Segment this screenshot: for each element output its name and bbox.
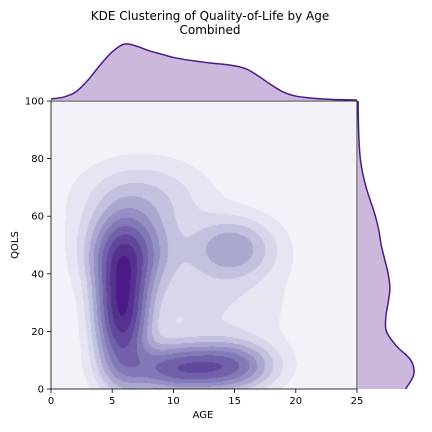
marginal-x-density (50, 43, 358, 101)
marginal-y-line (357, 100, 415, 390)
y-axis-label: QOLS (10, 231, 21, 259)
y-tick-label: 100 (25, 97, 44, 108)
x-tick-label: 0 (48, 396, 54, 407)
x-tick-label: 5 (109, 396, 115, 407)
marginal-x-line (50, 43, 358, 101)
marginal-x-fill (51, 43, 357, 100)
x-tick-label: 20 (289, 396, 302, 407)
marginal-y-fill (358, 101, 415, 389)
marginal-y-density (357, 100, 415, 390)
x-tick-label: 10 (167, 396, 180, 407)
y-tick-label: 80 (31, 154, 44, 165)
chart-title: KDE Clustering of Quality-of-Life by Age (91, 9, 330, 23)
y-tick-label: 40 (31, 269, 44, 280)
y-axis-ticks: 0 20 40 60 80 100 (25, 97, 51, 396)
kde-density-contours (51, 101, 357, 389)
y-tick-label: 60 (31, 212, 44, 223)
chart-subtitle: Combined (180, 23, 241, 37)
y-tick-label: 20 (31, 327, 44, 338)
y-tick-label: 0 (38, 385, 44, 396)
joint-density-area (50, 100, 358, 390)
joint-plot-frame (50, 100, 358, 390)
x-tick-label: 25 (351, 396, 364, 407)
x-axis-ticks: 0 5 10 15 20 25 (48, 389, 364, 407)
x-axis-label: AGE (193, 410, 214, 421)
x-tick-label: 15 (228, 396, 241, 407)
